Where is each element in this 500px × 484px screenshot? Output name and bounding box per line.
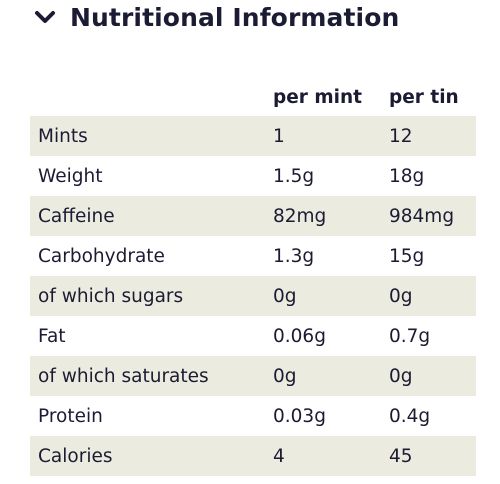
nutrient-name: Weight [38,165,103,187]
column-header-per-mint: per mint [273,86,362,108]
nutrient-name: of which saturates [38,365,209,387]
per-tin-value: 18g [389,165,425,187]
per-mint-value: 82mg [273,205,327,227]
per-tin-value: 12 [389,125,413,147]
per-mint-value: 1.5g [273,165,315,187]
table-row: Mints 1 12 [30,116,476,156]
nutrition-table: per mint per tin Mints 1 12 Weight 1.5g … [30,78,476,476]
nutrient-name: Mints [38,125,88,147]
nutrient-name: Fat [38,325,66,347]
per-tin-value: 984mg [389,205,455,227]
nutrient-name: Caffeine [38,205,115,227]
per-tin-value: 0.7g [389,325,431,347]
per-tin-value: 0.4g [389,405,431,427]
table-row: Calories 4 45 [30,436,476,476]
nutrient-name: Carbohydrate [38,245,165,267]
per-mint-value: 0.03g [273,405,326,427]
table-row: Weight 1.5g 18g [30,156,476,196]
per-mint-value: 0g [273,285,297,307]
per-tin-value: 45 [389,445,413,467]
table-row: Fat 0.06g 0.7g [30,316,476,356]
table-row: Carbohydrate 1.3g 15g [30,236,476,276]
per-mint-value: 0.06g [273,325,326,347]
table-row: of which sugars 0g 0g [30,276,476,316]
per-mint-value: 1 [273,125,285,147]
per-tin-value: 15g [389,245,425,267]
section-title: Nutritional Information [70,2,400,32]
per-tin-value: 0g [389,285,413,307]
nutrient-name: Protein [38,405,103,427]
table-row: Caffeine 82mg 984mg [30,196,476,236]
table-header-row: per mint per tin [30,78,476,116]
per-mint-value: 4 [273,445,285,467]
nutrient-name: Calories [38,445,113,467]
chevron-down-icon[interactable] [34,6,56,28]
per-mint-value: 1.3g [273,245,315,267]
column-header-per-tin: per tin [389,86,459,108]
per-mint-value: 0g [273,365,297,387]
section-header[interactable]: Nutritional Information [34,0,399,34]
per-tin-value: 0g [389,365,413,387]
table-row: Protein 0.03g 0.4g [30,396,476,436]
nutrient-name: of which sugars [38,285,184,307]
table-row: of which saturates 0g 0g [30,356,476,396]
